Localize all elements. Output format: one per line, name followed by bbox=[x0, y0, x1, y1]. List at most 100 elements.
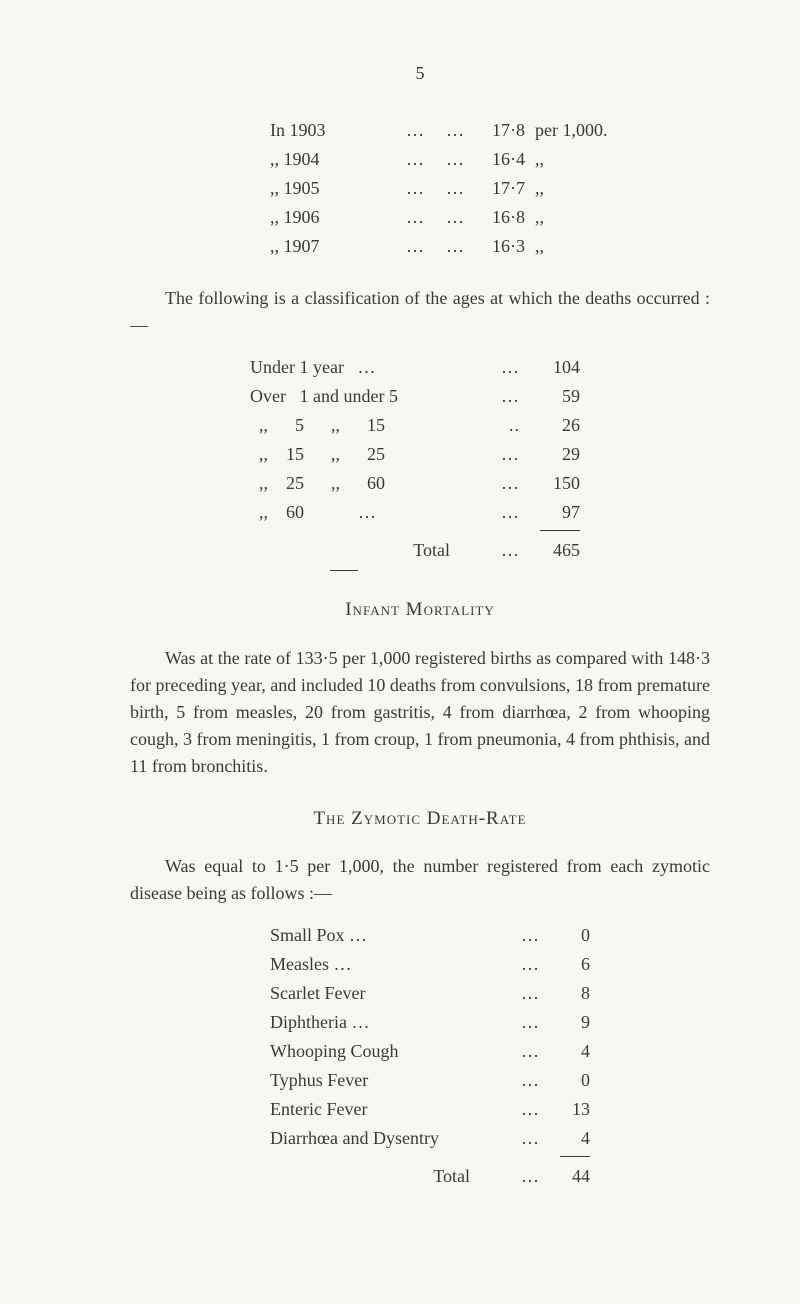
infant-mortality-paragraph: Was at the rate of 133·5 per 1,000 regis… bbox=[130, 645, 710, 780]
rate-value: 17·7 bbox=[465, 175, 525, 202]
heading-zymotic: The Zymotic Death-Rate bbox=[130, 805, 710, 834]
age-label: Under 1 year … bbox=[250, 354, 480, 381]
total-value: 44 bbox=[540, 1163, 590, 1190]
disease-count: 0 bbox=[540, 922, 590, 949]
total-value: 465 bbox=[520, 537, 580, 564]
dots: … bbox=[480, 441, 520, 468]
dots: … bbox=[500, 1163, 540, 1190]
dots: … bbox=[355, 233, 425, 260]
disease-table: Small Pox … … 0 Measles … … 6 Scarlet Fe… bbox=[270, 922, 710, 1190]
year-mortality-table: In 1903 … … 17·8 per 1,000. ,, 1904 … … … bbox=[270, 117, 710, 260]
table-row: ,, 1904 … … 16·4 ,, bbox=[270, 146, 710, 173]
dots: … bbox=[355, 204, 425, 231]
heading-infant-mortality: Infant Mortality bbox=[130, 596, 710, 625]
table-row: Under 1 year … … 104 bbox=[250, 354, 710, 381]
dots: … bbox=[425, 146, 465, 173]
total-row: Total … 44 bbox=[270, 1163, 710, 1190]
table-row: ,, 1907 … … 16·3 ,, bbox=[270, 233, 710, 260]
dots: … bbox=[425, 204, 465, 231]
age-label: ,, 5 ,, 15 bbox=[250, 412, 480, 439]
table-row: ,, 25 ,, 60 … 150 bbox=[250, 470, 710, 497]
rule-line bbox=[560, 1156, 590, 1157]
dots: … bbox=[480, 470, 520, 497]
year-label: In 1903 bbox=[270, 117, 355, 144]
dots: … bbox=[425, 175, 465, 202]
disease-label: Whooping Cough bbox=[270, 1038, 500, 1065]
disease-label: Enteric Fever bbox=[270, 1096, 500, 1123]
disease-count: 4 bbox=[540, 1125, 590, 1152]
age-label: ,, 60 … bbox=[250, 499, 480, 526]
year-label: ,, 1905 bbox=[270, 175, 355, 202]
disease-count: 9 bbox=[540, 1009, 590, 1036]
disease-count: 6 bbox=[540, 951, 590, 978]
age-label: Over 1 and under 5 bbox=[250, 383, 480, 410]
age-count: 97 bbox=[520, 499, 580, 526]
disease-label: Scarlet Fever bbox=[270, 980, 500, 1007]
rule-line bbox=[330, 570, 358, 571]
dots: … bbox=[480, 383, 520, 410]
total-row: Total … 465 bbox=[250, 537, 710, 564]
age-count: 26 bbox=[520, 412, 580, 439]
table-row: Whooping Cough … 4 bbox=[270, 1038, 710, 1065]
dots: .. bbox=[480, 412, 520, 439]
rate-suffix: ,, bbox=[525, 204, 615, 231]
rate-suffix: ,, bbox=[525, 146, 615, 173]
rate-value: 17·8 bbox=[465, 117, 525, 144]
rate-suffix: ,, bbox=[525, 233, 615, 260]
dots: … bbox=[500, 1009, 540, 1036]
age-count: 29 bbox=[520, 441, 580, 468]
rate-value: 16·3 bbox=[465, 233, 525, 260]
age-label: ,, 25 ,, 60 bbox=[250, 470, 480, 497]
rate-suffix: ,, bbox=[525, 175, 615, 202]
table-row: ,, 1905 … … 17·7 ,, bbox=[270, 175, 710, 202]
year-label: ,, 1904 bbox=[270, 146, 355, 173]
age-label: ,, 15 ,, 25 bbox=[250, 441, 480, 468]
dots: … bbox=[355, 175, 425, 202]
age-count: 59 bbox=[520, 383, 580, 410]
dots: … bbox=[480, 499, 520, 526]
rule-line bbox=[540, 530, 580, 531]
rate-value: 16·8 bbox=[465, 204, 525, 231]
year-label: ,, 1907 bbox=[270, 233, 355, 260]
zymotic-paragraph: Was equal to 1·5 per 1,000, the number r… bbox=[130, 853, 710, 907]
page-number: 5 bbox=[130, 60, 710, 87]
table-row: Diarrhœa and Dysentry … 4 bbox=[270, 1125, 710, 1152]
dots: … bbox=[480, 537, 520, 564]
age-classification-table: Under 1 year … … 104 Over 1 and under 5 … bbox=[250, 354, 710, 571]
dots: … bbox=[500, 1125, 540, 1152]
disease-label: Diphtheria … bbox=[270, 1009, 500, 1036]
table-row: ,, 60 … … 97 bbox=[250, 499, 710, 526]
total-label: Total bbox=[270, 1163, 500, 1190]
table-row: Diphtheria … … 9 bbox=[270, 1009, 710, 1036]
year-label: ,, 1906 bbox=[270, 204, 355, 231]
dots: … bbox=[500, 1096, 540, 1123]
total-label: Total bbox=[250, 537, 480, 564]
dots: … bbox=[355, 117, 425, 144]
table-row: Typhus Fever … 0 bbox=[270, 1067, 710, 1094]
dots: … bbox=[425, 233, 465, 260]
table-row: Small Pox … … 0 bbox=[270, 922, 710, 949]
dots: … bbox=[500, 1038, 540, 1065]
disease-label: Typhus Fever bbox=[270, 1067, 500, 1094]
table-row: Enteric Fever … 13 bbox=[270, 1096, 710, 1123]
disease-count: 4 bbox=[540, 1038, 590, 1065]
disease-count: 8 bbox=[540, 980, 590, 1007]
dots: … bbox=[425, 117, 465, 144]
table-row: Over 1 and under 5 … 59 bbox=[250, 383, 710, 410]
dots: … bbox=[355, 146, 425, 173]
dots: … bbox=[500, 1067, 540, 1094]
rate-suffix: per 1,000. bbox=[525, 117, 615, 144]
disease-label: Small Pox … bbox=[270, 922, 500, 949]
age-count: 104 bbox=[520, 354, 580, 381]
table-row: ,, 1906 … … 16·8 ,, bbox=[270, 204, 710, 231]
disease-label: Diarrhœa and Dysentry bbox=[270, 1125, 500, 1152]
disease-label: Measles … bbox=[270, 951, 500, 978]
table-row: Scarlet Fever … 8 bbox=[270, 980, 710, 1007]
dots: … bbox=[500, 980, 540, 1007]
disease-count: 0 bbox=[540, 1067, 590, 1094]
dots: … bbox=[500, 951, 540, 978]
table-row: ,, 5 ,, 15 .. 26 bbox=[250, 412, 710, 439]
table-row: ,, 15 ,, 25 … 29 bbox=[250, 441, 710, 468]
rate-value: 16·4 bbox=[465, 146, 525, 173]
classification-paragraph: The following is a classification of the… bbox=[130, 285, 710, 339]
